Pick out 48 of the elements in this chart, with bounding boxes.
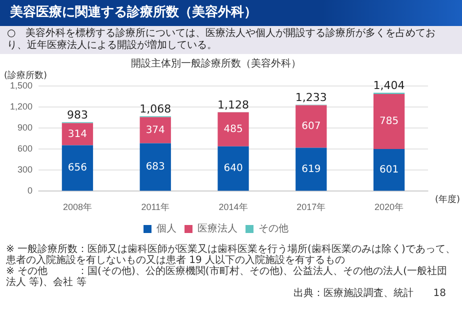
bar [62,123,94,146]
bar [373,94,405,150]
x-tick-label: 2014年 [218,202,248,212]
x-tick-label: 2008年 [62,202,92,212]
data-label: 656 [68,162,88,174]
y-axis-title: (診療所数) [4,70,48,81]
bar [140,143,171,191]
bar [218,112,249,146]
data-label: 640 [224,163,243,174]
y-tick-label: 600 [17,144,33,154]
data-label: 607 [302,121,321,132]
text: ※ その他 ：国(その他)、公的医療機関(市町村、その他)、公益法人、その他の法人(一般社団法人 等)、会社 等 [6,266,448,288]
legend-label: その他 [258,222,288,235]
bar [218,146,249,191]
data-label: 601 [380,164,399,176]
y-tick-label: 0 [28,186,33,196]
data-label: 619 [302,164,321,175]
y-tick-label: 1,500 [10,80,33,90]
bar [62,145,94,191]
bar [373,149,405,191]
total-label: 1,404 [373,79,405,92]
bar [140,117,171,144]
x-tick-label: 2017年 [296,202,326,212]
total-label: 1,068 [140,102,172,116]
legend-label: 個人 [156,224,176,235]
bar [296,148,327,191]
data-label: 314 [68,128,88,140]
total-label: 983 [66,108,88,122]
legend-label: 医療法人 [198,222,238,235]
y-tick-label: 900 [17,122,33,133]
x-tick-label: 2020年 [374,202,404,212]
data-label: 683 [146,162,165,173]
data-label: 485 [224,124,243,135]
x-tick-label: 2011年 [141,202,170,212]
chart-subtitle: 開設主体別一般診療所数（美容外科） [131,58,301,70]
data-label: 374 [146,124,165,136]
source-note: 出典：医療施設調査、統計 [293,288,414,299]
y-tick-label: 300 [17,164,33,175]
total-label: 1,233 [295,91,327,104]
text: 18 [433,288,446,299]
y-tick-label: 1,200 [10,102,33,112]
data-label: 785 [380,116,399,128]
chart-title: 美容医療に関連する診療所数（美容外科） [0,0,462,26]
text: ※ 一般診療所数：医師又は歯科医師が医業又は歯科医業を行う場所(歯科医業のみは除く)であって、患者の入院施設を有しないもの又は患者 19 人以下の入院施設を有するもの [6,244,456,266]
bar [296,105,327,148]
text: ○ 美容外科を標榜する診療所については、医療法人や個人が開設する診療所が多くを占めており、近年医療法人による開設が増加している。 [7,28,436,51]
total-label: 1,128 [218,98,250,112]
x-axis-title: (年度) [434,194,460,206]
